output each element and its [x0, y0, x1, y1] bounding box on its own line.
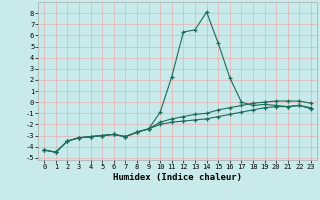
X-axis label: Humidex (Indice chaleur): Humidex (Indice chaleur): [113, 173, 242, 182]
